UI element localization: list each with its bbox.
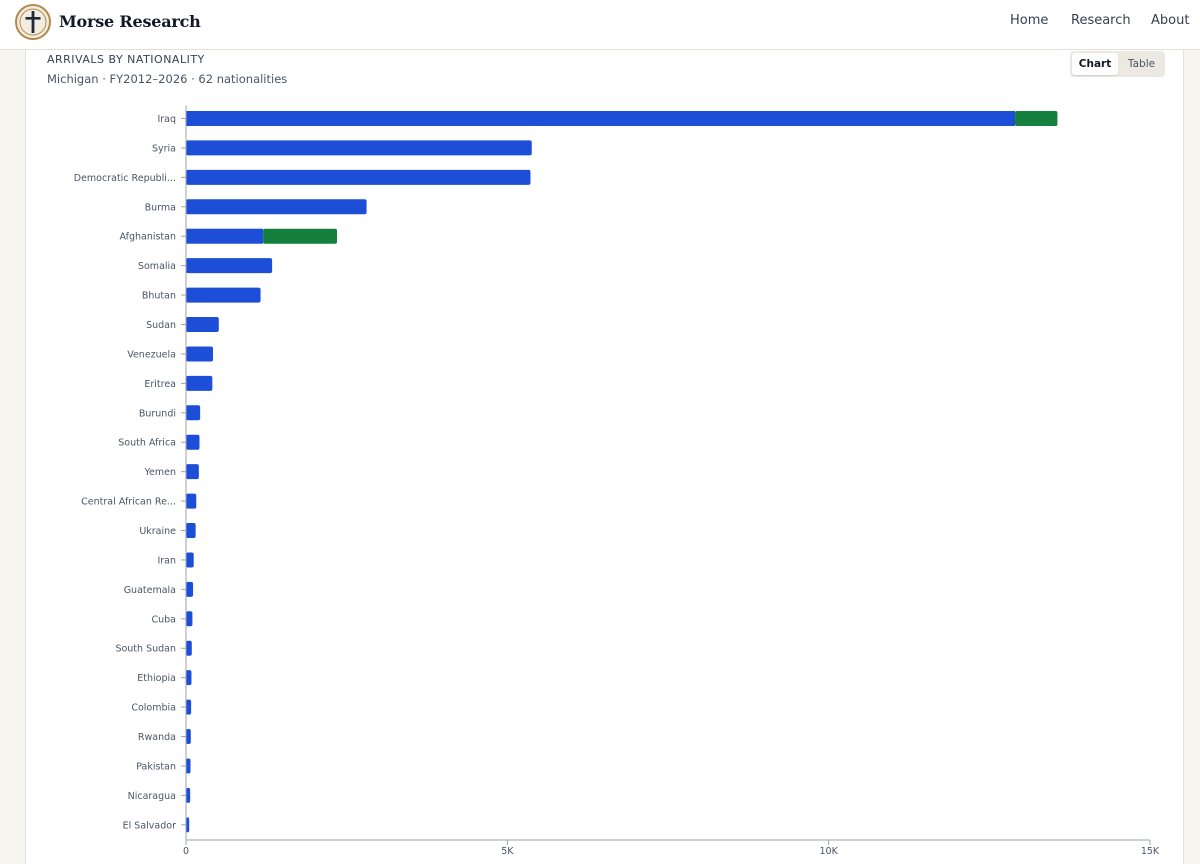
bar-primary <box>186 199 367 215</box>
bar-primary <box>186 405 201 421</box>
bar-primary <box>186 817 190 833</box>
bar-primary <box>186 169 531 185</box>
category-label: Iraq <box>157 114 176 125</box>
bar-primary <box>186 670 192 686</box>
category-label: Yemen <box>143 467 176 478</box>
category-label: Eritrea <box>144 379 176 390</box>
bar-primary <box>186 640 192 656</box>
bar-primary <box>186 699 192 715</box>
category-label: Colombia <box>131 703 176 714</box>
bar-primary <box>186 375 213 391</box>
bar-primary <box>186 552 194 568</box>
top-navigation-bar: Morse Research Home Research About <box>0 0 1200 50</box>
view-toggle: Chart Table <box>1070 51 1165 77</box>
x-tick-label: 5K <box>501 846 514 857</box>
bar-primary <box>186 523 196 539</box>
category-label: Central African Re... <box>81 497 176 508</box>
chart-view-tab[interactable]: Chart <box>1072 53 1118 75</box>
category-label: Syria <box>152 143 176 154</box>
x-tick-label: 10K <box>820 846 839 857</box>
bar-primary <box>186 493 197 509</box>
nav-research-link[interactable]: Research <box>1071 13 1131 28</box>
category-label: Cuba <box>151 614 176 625</box>
bar-primary <box>186 287 261 303</box>
bar-primary <box>186 758 191 774</box>
bar-secondary <box>1015 111 1058 126</box>
category-label: South Sudan <box>115 644 176 655</box>
nav-home-link[interactable]: Home <box>1010 13 1049 28</box>
bar-primary <box>186 258 273 274</box>
category-label: Burma <box>145 202 176 213</box>
brand-logo-icon[interactable] <box>15 4 51 40</box>
category-label: Democratic Republi... <box>74 173 176 184</box>
category-label: Ukraine <box>139 526 176 537</box>
bar-primary <box>186 346 213 362</box>
bar-primary <box>186 581 194 597</box>
chart-title: ARRIVALS BY NATIONALITY <box>47 53 205 66</box>
x-tick-label: 0 <box>183 846 189 857</box>
category-label: Guatemala <box>124 585 176 596</box>
category-label: South Africa <box>118 438 176 449</box>
category-label: Ethiopia <box>137 673 176 684</box>
category-label: El Salvador <box>123 820 176 831</box>
bar-primary <box>186 729 191 745</box>
bar-primary <box>186 111 1016 126</box>
category-label: Pakistan <box>136 761 176 772</box>
table-view-tab[interactable]: Table <box>1127 58 1156 70</box>
bar-secondary <box>263 228 338 244</box>
category-label: Nicaragua <box>128 791 176 802</box>
category-label: Bhutan <box>142 291 176 302</box>
category-label: Burundi <box>139 408 176 419</box>
category-label: Somalia <box>138 261 176 272</box>
category-label: Sudan <box>146 320 176 331</box>
bar-primary <box>186 317 219 333</box>
brand-name[interactable]: Morse Research <box>59 12 201 31</box>
bar-primary <box>186 611 193 627</box>
x-tick-label: 15K <box>1141 846 1160 857</box>
bar-primary <box>186 140 532 156</box>
nav-about-link[interactable]: About <box>1151 13 1190 28</box>
bar-primary <box>186 464 199 480</box>
category-label: Afghanistan <box>119 232 176 243</box>
category-label: Rwanda <box>138 732 176 743</box>
category-label: Iran <box>157 555 176 566</box>
bar-primary <box>186 434 200 450</box>
bar-primary <box>186 228 264 244</box>
chart-card <box>25 50 1184 864</box>
category-label: Venezuela <box>127 349 176 360</box>
chart-subtitle: Michigan · FY2012–2026 · 62 nationalitie… <box>47 72 288 86</box>
bar-primary <box>186 787 191 803</box>
